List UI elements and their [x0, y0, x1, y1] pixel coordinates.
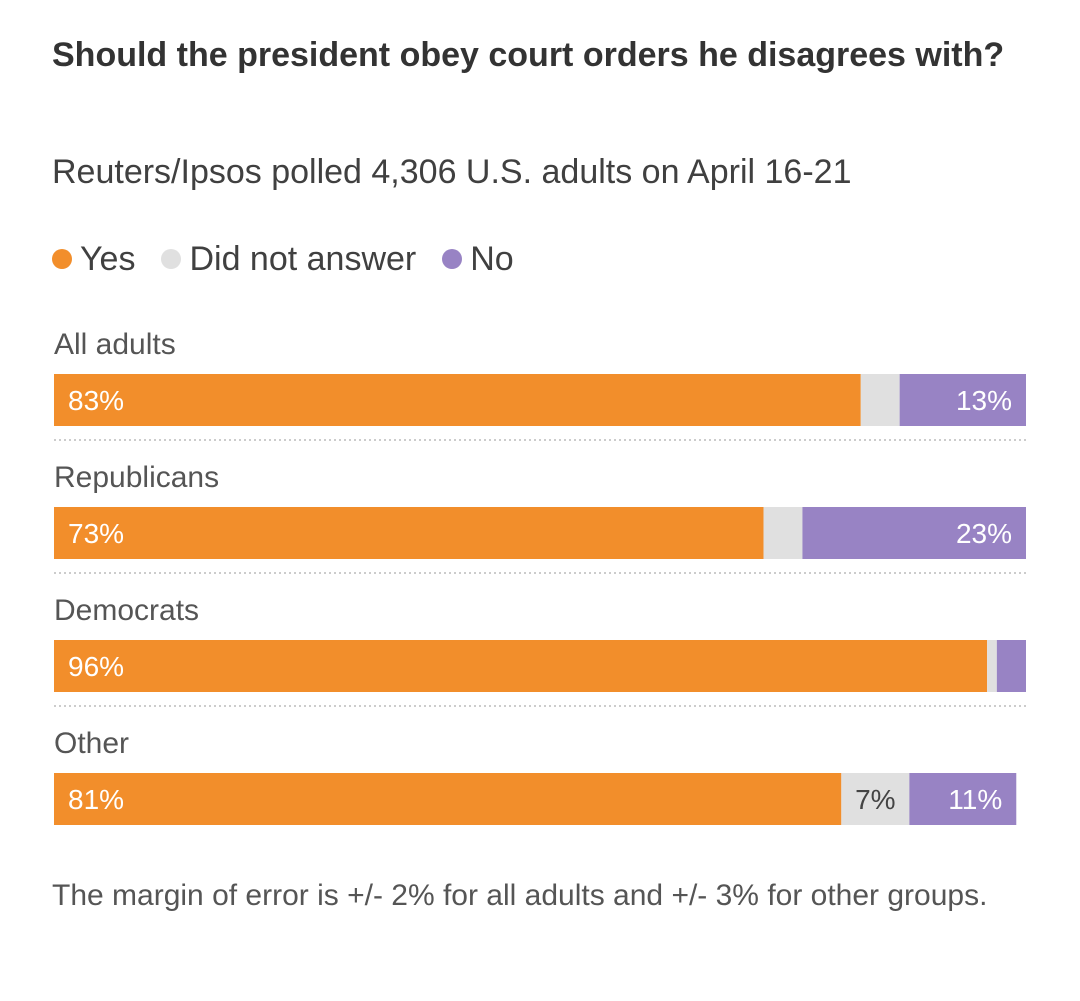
legend-label-yes: Yes [80, 239, 136, 278]
legend: Yes Did not answer No [52, 236, 540, 282]
legend-swatch-yes [52, 249, 72, 269]
legend-label-did-not-answer: Did not answer [189, 239, 417, 278]
bar-all-adults-no [899, 374, 1026, 426]
bar-democrats-no [996, 640, 1026, 692]
bar-other-yes [54, 773, 842, 825]
footnote: The margin of error is +/- 2% for all ad… [52, 879, 988, 912]
bar-all-adults-yes [54, 374, 861, 426]
category-label-republicans: Republicans [54, 461, 219, 494]
legend-swatch-no [442, 249, 463, 269]
legend-item-did-not-answer: Did not answer [161, 240, 416, 279]
category-label-democrats: Democrats [54, 594, 199, 627]
data-label-all-adults-yes: 83% [68, 385, 124, 416]
legend-swatch-did-not-answer [161, 249, 182, 269]
stacked-bar-chart: All adults 83% 13% Republicans 73% 23% Democra… [54, 328, 1026, 825]
data-label-republicans-no: 23% [956, 518, 1012, 549]
bar-other-no [909, 773, 1017, 825]
data-label-democrats-yes: 96% [68, 651, 124, 682]
data-label-all-adults-no: 13% [956, 385, 1012, 416]
bar-other-did-not-answer [841, 773, 910, 825]
chart-subtitle: Reuters/Ipsos polled 4,306 U.S. adults o… [52, 153, 852, 191]
chart-title: Should the president obey court orders h… [52, 36, 1005, 74]
category-label-other: Other [54, 727, 129, 760]
bar-republicans-yes [54, 507, 764, 559]
legend-item-yes: Yes [52, 240, 135, 279]
bar-democrats-yes [54, 640, 988, 692]
bar-republicans-no [802, 507, 1026, 559]
data-label-other-yes: 81% [68, 784, 124, 815]
data-label-other-did-not-answer: 7% [855, 784, 895, 815]
data-label-republicans-yes: 73% [68, 518, 124, 549]
bar-republicans-did-not-answer [763, 507, 803, 559]
bar-democrats-did-not-answer [987, 640, 997, 692]
category-label-all-adults: All adults [54, 328, 176, 361]
legend-item-no: No [442, 239, 514, 279]
data-label-other-no: 11% [948, 784, 1002, 815]
bar-all-adults-did-not-answer [860, 374, 900, 426]
legend-label-no: No [470, 239, 514, 278]
